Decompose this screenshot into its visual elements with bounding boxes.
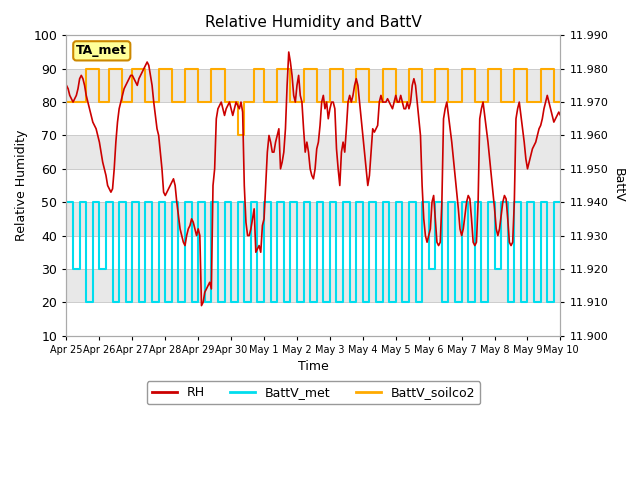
BattV_soilco2 — [234, 132, 241, 138]
BattV_soilco2 — [106, 66, 113, 72]
RH — [280, 149, 287, 155]
BattV_soilco2 — [63, 99, 70, 105]
RH — [557, 112, 564, 118]
BattV_met — [471, 199, 479, 205]
BattV_met — [227, 300, 235, 305]
RH — [524, 166, 531, 172]
BattV_soilco2 — [557, 99, 564, 105]
BattV_met — [260, 199, 268, 205]
Line: RH: RH — [67, 52, 561, 306]
RH — [483, 126, 490, 132]
BattV_met — [63, 199, 70, 205]
X-axis label: Time: Time — [298, 360, 329, 373]
Line: BattV_met: BattV_met — [67, 202, 561, 302]
Title: Relative Humidity and BattV: Relative Humidity and BattV — [205, 15, 422, 30]
Text: TA_met: TA_met — [76, 44, 127, 57]
BattV_met — [83, 300, 90, 305]
BattV_met — [405, 199, 413, 205]
Bar — [67, 269, 561, 302]
BattV_met — [557, 199, 564, 205]
Legend: RH, BattV_met, BattV_soilco2: RH, BattV_met, BattV_soilco2 — [147, 382, 480, 405]
Bar — [67, 202, 561, 236]
BattV_soilco2 — [241, 132, 248, 138]
BattV_soilco2 — [431, 99, 439, 105]
RH — [264, 149, 271, 155]
BattV_soilco2 — [287, 66, 294, 72]
RH — [285, 49, 292, 55]
BattV_met — [326, 300, 333, 305]
Bar — [67, 69, 561, 102]
Bar — [67, 135, 561, 169]
BattV_soilco2 — [326, 99, 333, 105]
RH — [454, 206, 462, 212]
Line: BattV_soilco2: BattV_soilco2 — [67, 69, 561, 135]
RH — [63, 83, 70, 88]
BattV_soilco2 — [83, 66, 90, 72]
RH — [198, 303, 205, 309]
BattV_soilco2 — [155, 66, 163, 72]
Y-axis label: Relative Humidity: Relative Humidity — [15, 130, 28, 241]
Y-axis label: BattV: BattV — [612, 168, 625, 203]
BattV_met — [346, 199, 353, 205]
RH — [403, 99, 411, 105]
